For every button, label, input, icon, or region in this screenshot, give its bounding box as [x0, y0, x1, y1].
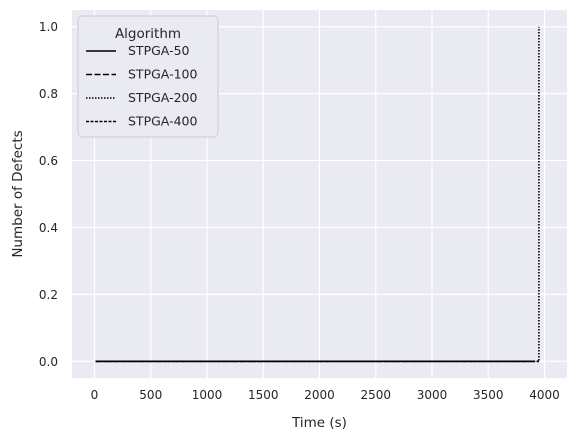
x-tick-label: 3000: [417, 388, 448, 402]
y-tick-label: 0.2: [39, 288, 58, 302]
y-axis-label: Number of Defects: [10, 130, 26, 257]
y-tick-label: 0.6: [39, 154, 58, 168]
x-tick-label: 500: [139, 388, 162, 402]
x-tick-label: 1000: [192, 388, 223, 402]
y-tick-label: 0.4: [39, 221, 58, 235]
legend: Algorithm STPGA-50 STPGA-100 STPGA-200 STPG…: [78, 16, 218, 137]
legend-entry-label: STPGA-200: [128, 90, 197, 105]
x-tick-label: 4000: [529, 388, 560, 402]
legend-title: Algorithm: [115, 26, 181, 42]
x-tick-label: 3500: [473, 388, 504, 402]
y-tick-label: 0.8: [39, 87, 58, 101]
legend-entry-label: STPGA-100: [128, 67, 197, 82]
x-tick-label: 0: [91, 388, 99, 402]
y-tick-label: 1.0: [39, 20, 58, 34]
x-tick-label: 2000: [304, 388, 335, 402]
y-tick-label: 0.0: [39, 355, 58, 369]
x-tick-label: 1500: [248, 388, 279, 402]
legend-entry-label: STPGA-400: [128, 114, 197, 129]
legend-entry-label: STPGA-50: [128, 43, 190, 58]
x-tick-label: 2500: [360, 388, 391, 402]
y-tick-labels: 0.0 0.2 0.4 0.6 0.8 1.0: [39, 20, 58, 369]
x-axis-label: Time (s): [291, 415, 347, 431]
x-tick-labels: 0 500 1000 1500 2000 2500 3000 3500 4000: [91, 388, 560, 402]
